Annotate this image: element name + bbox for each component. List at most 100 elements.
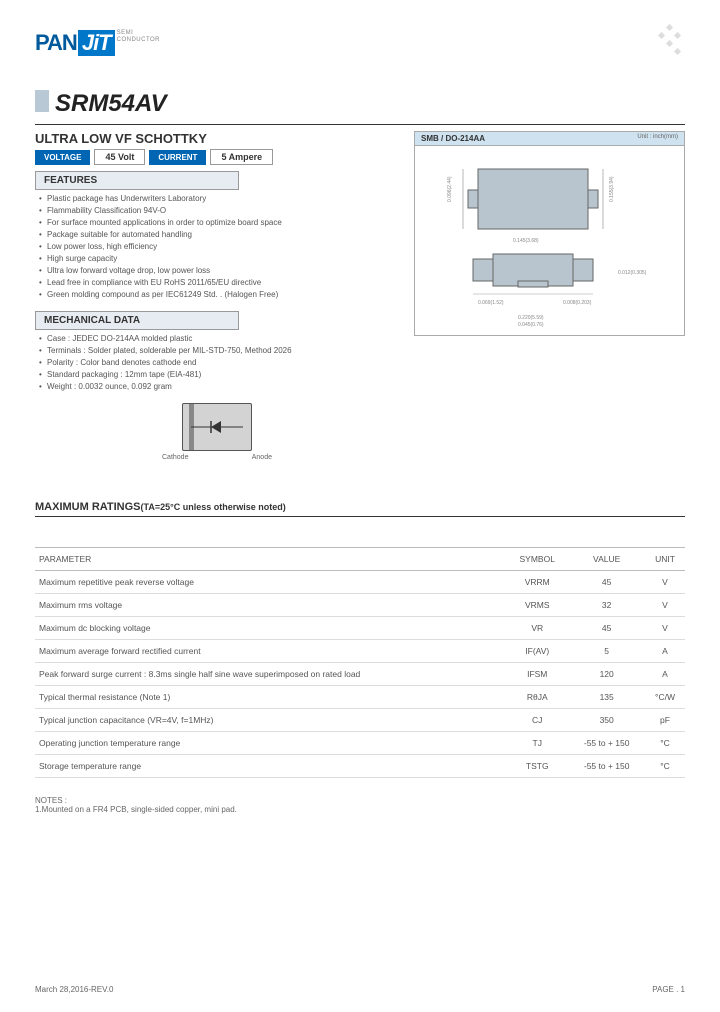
voltage-value: 45 Volt: [94, 149, 145, 165]
table-cell: Typical junction capacitance (VR=4V, f=1…: [35, 709, 506, 732]
datasheet-page: PAN JiT SEMICONDUCTOR SRM54AV ULTRA LOW …: [0, 0, 720, 1012]
ratings-header: MAXIMUM RATINGS: [35, 501, 141, 513]
table-cell: 45: [568, 571, 645, 594]
voltage-chip: VOLTAGE: [35, 150, 90, 165]
table-row: Maximum average forward rectified curren…: [35, 640, 685, 663]
svg-text:0.145(3.68): 0.145(3.68): [513, 238, 539, 244]
table-cell: Maximum average forward rectified curren…: [35, 640, 506, 663]
notes-header: NOTES :: [35, 796, 685, 805]
package-drawing: SMB / DO-214AA Unit : inch(mm) 0.096(2.4…: [414, 131, 685, 461]
table-cell: VRRM: [506, 571, 568, 594]
footer-page: PAGE . 1: [652, 985, 685, 994]
table-cell: Typical thermal resistance (Note 1): [35, 686, 506, 709]
mech-item: Terminals : Solder plated, solderable pe…: [39, 345, 399, 357]
table-header: VALUE: [568, 548, 645, 571]
page-footer: March 28,2016-REV.0 PAGE . 1: [35, 985, 685, 994]
mech-item: Standard packaging : 12mm tape (EIA-481): [39, 369, 399, 381]
ratings-table: PARAMETERSYMBOLVALUEUNIT Maximum repetit…: [35, 547, 685, 778]
table-cell: A: [645, 640, 685, 663]
table-row: Maximum repetitive peak reverse voltageV…: [35, 571, 685, 594]
product-subtitle: ULTRA LOW VF SCHOTTKY: [35, 131, 399, 146]
table-cell: VRMS: [506, 594, 568, 617]
feature-item: Ultra low forward voltage drop, low powe…: [39, 265, 399, 277]
table-cell: 120: [568, 663, 645, 686]
logo-jit: JiT: [78, 30, 115, 56]
features-list: Plastic package has Underwriters Laborat…: [35, 193, 399, 301]
left-column: ULTRA LOW VF SCHOTTKY VOLTAGE 45 Volt CU…: [35, 131, 399, 461]
svg-text:0.069(1.52): 0.069(1.52): [478, 300, 504, 306]
feature-item: Lead free in compliance with EU RoHS 201…: [39, 277, 399, 289]
table-cell: Maximum rms voltage: [35, 594, 506, 617]
svg-text:0.220(5.59): 0.220(5.59): [518, 315, 544, 321]
table-cell: -55 to + 150: [568, 755, 645, 778]
table-cell: pF: [645, 709, 685, 732]
cathode-label: Cathode: [162, 454, 188, 461]
table-cell: 350: [568, 709, 645, 732]
table-row: Storage temperature rangeTSTG-55 to + 15…: [35, 755, 685, 778]
anode-label: Anode: [252, 454, 272, 461]
table-cell: IFSM: [506, 663, 568, 686]
table-cell: Operating junction temperature range: [35, 732, 506, 755]
table-cell: Peak forward surge current : 8.3ms singl…: [35, 663, 506, 686]
table-cell: V: [645, 594, 685, 617]
footer-date: March 28,2016-REV.0: [35, 985, 113, 994]
table-cell: V: [645, 617, 685, 640]
decorative-dots: [655, 25, 685, 55]
table-header: SYMBOL: [506, 548, 568, 571]
table-cell: -55 to + 150: [568, 732, 645, 755]
spec-row: VOLTAGE 45 Volt CURRENT 5 Ampere: [35, 149, 399, 165]
feature-item: Plastic package has Underwriters Laborat…: [39, 193, 399, 205]
table-cell: A: [645, 663, 685, 686]
mech-item: Polarity : Color band denotes cathode en…: [39, 357, 399, 369]
table-cell: °C/W: [645, 686, 685, 709]
table-cell: RθJA: [506, 686, 568, 709]
table-cell: Storage temperature range: [35, 755, 506, 778]
feature-item: Flammability Classification 94V-O: [39, 205, 399, 217]
notes-section: NOTES : 1.Mounted on a FR4 PCB, single-s…: [35, 796, 685, 814]
package-unit: Unit : inch(mm): [637, 134, 678, 143]
table-cell: TJ: [506, 732, 568, 755]
logo-subtitle: SEMICONDUCTOR: [117, 30, 160, 43]
table-cell: °C: [645, 732, 685, 755]
table-cell: 32: [568, 594, 645, 617]
ratings-section: MAXIMUM RATINGS(TA=25°C unless otherwise…: [35, 501, 685, 517]
logo-pan: PAN: [35, 30, 77, 56]
feature-item: Green molding compound as per IEC61249 S…: [39, 289, 399, 301]
package-svg: 0.096(2.44) 0.155(3.94) 0.145(3.68) 0.06…: [423, 154, 653, 334]
diode-diagram: Cathode Anode: [35, 403, 399, 461]
svg-text:0.155(3.94): 0.155(3.94): [609, 176, 615, 202]
table-cell: °C: [645, 755, 685, 778]
notes-text: 1.Mounted on a FR4 PCB, single-sided cop…: [35, 805, 685, 814]
feature-item: For surface mounted applications in orde…: [39, 217, 399, 229]
feature-item: Low power loss, high efficiency: [39, 241, 399, 253]
svg-text:0.008(0.203): 0.008(0.203): [563, 300, 592, 306]
table-row: Typical junction capacitance (VR=4V, f=1…: [35, 709, 685, 732]
company-logo: PAN JiT SEMICONDUCTOR: [35, 30, 685, 56]
table-cell: 135: [568, 686, 645, 709]
current-value: 5 Ampere: [210, 149, 273, 165]
table-row: Peak forward surge current : 8.3ms singl…: [35, 663, 685, 686]
svg-text:0.045(0.76): 0.045(0.76): [518, 322, 544, 328]
svg-text:0.096(2.44): 0.096(2.44): [447, 176, 453, 202]
table-cell: V: [645, 571, 685, 594]
mech-item: Weight : 0.0032 ounce, 0.092 gram: [39, 381, 399, 393]
package-title: SMB / DO-214AA: [421, 134, 485, 143]
table-cell: Maximum repetitive peak reverse voltage: [35, 571, 506, 594]
table-cell: Maximum dc blocking voltage: [35, 617, 506, 640]
table-header: UNIT: [645, 548, 685, 571]
current-chip: CURRENT: [149, 150, 206, 165]
ratings-condition: (TA=25°C unless otherwise noted): [141, 502, 286, 512]
table-row: Maximum rms voltageVRMS32V: [35, 594, 685, 617]
table-cell: 5: [568, 640, 645, 663]
feature-item: High surge capacity: [39, 253, 399, 265]
table-row: Maximum dc blocking voltageVR45V: [35, 617, 685, 640]
table-cell: TSTG: [506, 755, 568, 778]
table-row: Typical thermal resistance (Note 1)RθJA1…: [35, 686, 685, 709]
table-cell: IF(AV): [506, 640, 568, 663]
mechanical-header: MECHANICAL DATA: [35, 311, 239, 330]
mechanical-list: Case : JEDEC DO-214AA molded plasticTerm…: [35, 333, 399, 393]
table-cell: CJ: [506, 709, 568, 732]
table-row: Operating junction temperature rangeTJ-5…: [35, 732, 685, 755]
part-number: SRM54AV: [35, 86, 685, 125]
table-header: PARAMETER: [35, 548, 506, 571]
